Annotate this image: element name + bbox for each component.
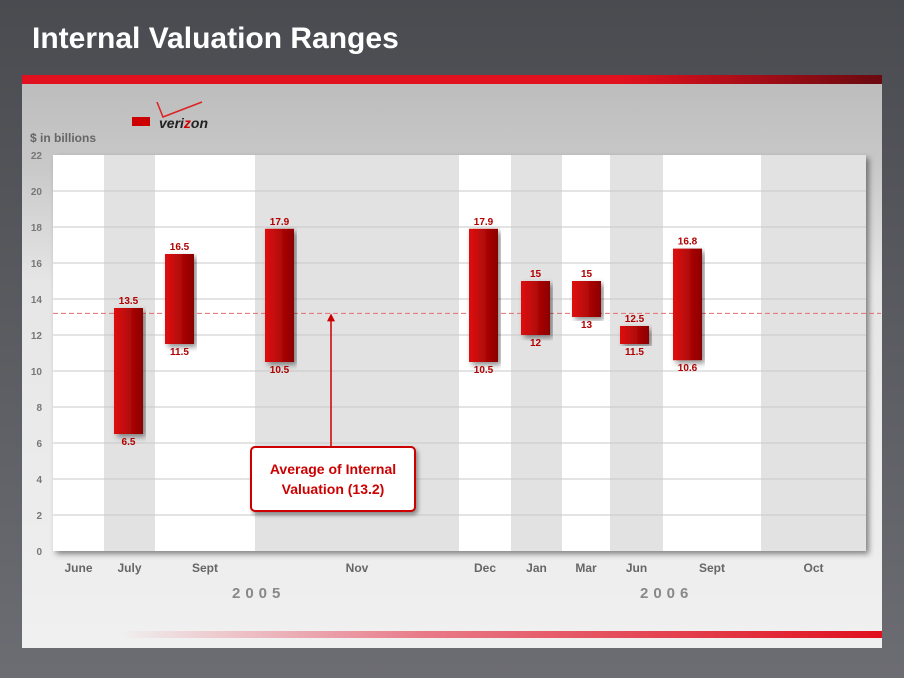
page-title: Internal Valuation Ranges [32,22,399,55]
y-tick-label: 20 [31,187,43,198]
x-tick-label: Sept [192,561,218,575]
arrow-head-icon [327,313,335,322]
y-tick-label: 14 [31,295,43,306]
range-bar [469,228,498,362]
y-tick-label: 4 [36,475,42,486]
range-bar [620,326,649,344]
x-tick-label: Nov [346,561,369,575]
high-value-label: 15 [530,269,542,280]
svg-text:verizon: verizon [159,115,208,131]
range-bar [572,281,601,317]
low-value-label: 13 [581,320,593,331]
range-bar [265,228,294,362]
x-tick-label: Jan [526,561,547,575]
year-label-2006: 2006 [640,585,694,602]
range-bar [165,254,194,344]
range-bar [521,281,550,335]
high-value-label: 12.5 [625,314,645,325]
high-value-label: 16.8 [678,237,698,248]
low-value-label: 11.5 [170,347,189,358]
y-axis-label: $ in billions [30,131,97,145]
y-tick-label: 22 [31,151,43,162]
top-accent-bar [22,75,882,84]
low-value-label: 10.6 [678,363,698,374]
y-tick-label: 6 [36,439,42,450]
y-tick-label: 0 [36,547,42,558]
x-tick-label: Sept [699,561,725,575]
y-tick-label: 2 [36,511,42,522]
x-tick-label: June [64,561,92,575]
verizon-logo: verizon [132,100,222,137]
column-band [511,155,562,551]
low-value-label: 10.5 [270,365,290,376]
y-tick-label: 16 [31,259,43,270]
y-tick-label: 8 [36,403,42,414]
high-value-label: 16.5 [170,242,190,253]
column-band [610,155,663,551]
x-tick-label: July [117,561,141,575]
high-value-label: 15 [581,269,593,280]
year-label-2005: 2005 [232,585,286,602]
low-value-label: 11.5 [625,347,644,358]
low-value-label: 12 [530,338,542,349]
low-value-label: 6.5 [122,437,136,448]
x-tick-label: Mar [575,561,597,575]
column-band [761,155,866,551]
x-tick-label: Dec [474,561,496,575]
high-value-label: 17.9 [474,217,494,228]
low-value-label: 10.5 [474,365,494,376]
y-tick-label: 12 [31,331,43,342]
y-tick-label: 18 [31,223,43,234]
high-value-label: 13.5 [119,296,139,307]
range-bar [673,248,702,361]
range-bar [114,308,143,434]
bottom-accent-bar [120,631,882,638]
y-tick-label: 10 [31,367,43,378]
plot-area [53,155,866,551]
x-tick-label: Oct [803,561,823,575]
high-value-label: 17.9 [270,217,290,228]
x-tick-label: Jun [626,561,647,575]
average-callout: Average of Internal Valuation (13.2) [250,446,416,512]
